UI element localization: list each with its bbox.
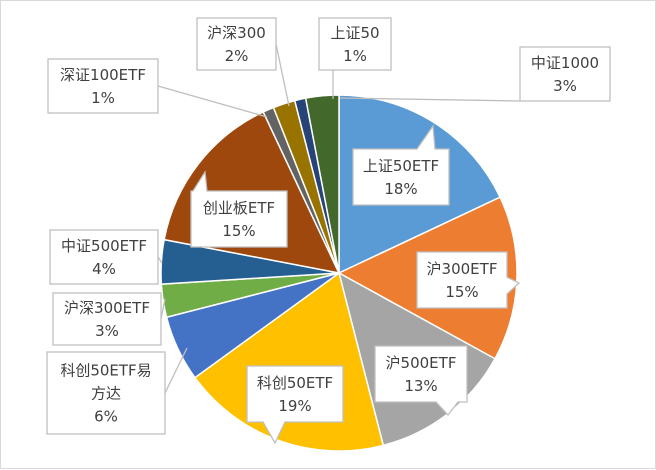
slice-percent-label: 4% — [92, 260, 116, 278]
slice-name-label: 上证50ETF — [363, 157, 439, 175]
leader-line — [164, 347, 188, 394]
data-label: 沪300ETF 15% — [416, 251, 521, 309]
slice-name-label: 科创50ETF — [257, 374, 333, 392]
callout-box — [416, 251, 521, 309]
callout-box — [49, 229, 159, 285]
leader-line — [339, 97, 521, 102]
callout-box — [246, 365, 344, 445]
slice-name-label: 深证100ETF — [60, 66, 146, 84]
slice-name-label: 上证50 — [330, 24, 379, 42]
slice-percent-label: 19% — [278, 397, 311, 415]
callout-box — [352, 124, 450, 206]
data-label: 创业板ETF 15% — [190, 170, 288, 248]
callout-box — [318, 17, 392, 71]
slice-percent-label: 18% — [384, 180, 417, 198]
callout-box — [374, 345, 468, 417]
slice-percent-label: 1% — [343, 47, 367, 65]
data-label: 深证100ETF 1% — [47, 58, 268, 118]
labels-layer: 上证50ETF 18% 沪300ETF 15% 沪500ETF 13% 科创50ETF 19%… — [46, 17, 611, 445]
callout-box — [190, 170, 288, 248]
slice-name-label: 中证1000 — [531, 54, 599, 72]
slice-percent-label: 3% — [95, 322, 119, 340]
slice-percent-label: 13% — [404, 377, 437, 395]
callout-box — [46, 351, 166, 435]
slice-name-label: 沪深300ETF — [64, 299, 150, 317]
slice-name-label: 中证500ETF — [61, 237, 147, 255]
data-label: 沪深300 2% — [196, 17, 290, 107]
leader-line — [157, 256, 163, 264]
slice-name-label: 沪500ETF — [386, 354, 457, 372]
slice-name-label: 创业板ETF — [203, 199, 275, 217]
slice-percent-label: 2% — [225, 47, 249, 65]
data-label: 沪500ETF 13% — [374, 345, 468, 417]
callout-box — [519, 46, 611, 102]
callout-box — [196, 17, 277, 71]
slice-name-label: 方达 — [91, 385, 121, 403]
slice-percent-label: 3% — [553, 77, 577, 95]
slice-name-label: 沪深300 — [207, 24, 266, 42]
leader-line — [160, 298, 166, 320]
leader-line — [275, 43, 290, 107]
data-label: 沪深300ETF 3% — [52, 292, 166, 346]
data-label: 科创50ETF 19% — [246, 365, 344, 445]
leader-line — [157, 85, 268, 118]
pie-slice — [304, 94, 340, 274]
slice-name-label: 沪300ETF — [427, 260, 498, 278]
callout-box — [52, 292, 162, 346]
data-label: 上证50 1% — [318, 17, 392, 99]
slice-percent-label: 15% — [445, 283, 478, 301]
data-label: 上证50ETF 18% — [352, 124, 450, 206]
data-label: 中证500ETF 4% — [49, 229, 163, 285]
slice-percent-label: 15% — [222, 222, 255, 240]
slice-name-label: 科创50ETF易 — [60, 362, 151, 380]
slice-percent-label: 1% — [91, 89, 115, 107]
data-label: 中证1000 3% — [339, 46, 611, 102]
callout-box — [47, 58, 159, 114]
slice-percent-label: 6% — [94, 408, 118, 426]
